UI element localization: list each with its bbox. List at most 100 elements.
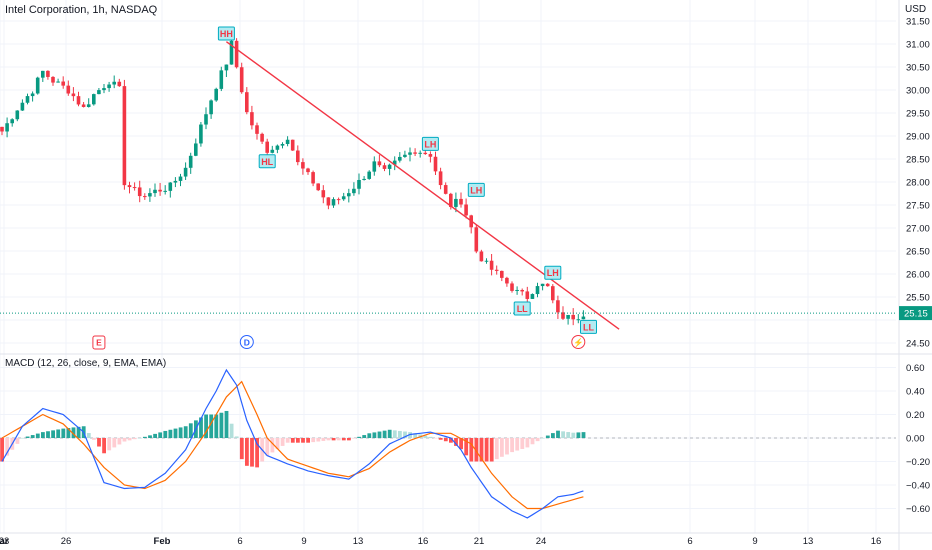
- candle-body: [336, 199, 341, 201]
- macd-histogram-bar: [469, 438, 474, 462]
- candle-body: [219, 70, 224, 89]
- macd-indicator-label[interactable]: MACD (12, 26, close, 9, EMA, EMA): [5, 358, 167, 369]
- candle-body: [153, 189, 157, 194]
- macd-histogram-bar: [66, 428, 71, 438]
- macd-axis-tick: −0.20: [906, 457, 930, 468]
- macd-histogram-bar: [112, 438, 117, 448]
- macd-histogram-bar: [311, 438, 316, 443]
- candle-body: [311, 172, 315, 184]
- macd-histogram-bar: [505, 438, 509, 455]
- candle-body: [25, 96, 30, 103]
- candle-body: [260, 133, 264, 142]
- macd-histogram-bar: [545, 435, 550, 438]
- pattern-label-box: [513, 301, 531, 316]
- candle-body: [92, 94, 96, 105]
- candle-body: [178, 176, 183, 181]
- candle-body: [464, 204, 468, 216]
- macd-histogram-bar: [540, 438, 545, 439]
- price-axis-tick: 27.00: [906, 224, 930, 235]
- macd-histogram-bar: [464, 438, 469, 456]
- candle-body: [500, 270, 504, 278]
- event-label: D: [244, 338, 250, 348]
- macd-histogram-bar: [234, 436, 239, 438]
- candle-body: [392, 160, 397, 165]
- candle-body: [535, 286, 540, 295]
- candle-body: [168, 182, 173, 191]
- candle-body: [321, 190, 326, 198]
- candle-body: [377, 161, 382, 166]
- macd-histogram-bar: [510, 438, 514, 453]
- macd-histogram-bar: [571, 432, 576, 438]
- candle-body: [382, 165, 387, 169]
- candle-body: [188, 155, 193, 168]
- candle-body: [372, 161, 377, 172]
- price-axis-tick: 30.00: [906, 86, 930, 97]
- macd-axis-tick: −0.40: [906, 481, 930, 492]
- candle-body: [163, 190, 167, 192]
- candle-body: [0, 126, 4, 132]
- candle-body: [290, 139, 295, 151]
- macd-histogram-bar: [484, 438, 489, 462]
- pattern-label: LH: [470, 185, 482, 195]
- trend-line: [225, 41, 620, 330]
- macd-axis-tick: 0.00: [906, 434, 925, 445]
- macd-histogram-bar: [581, 432, 586, 438]
- candle-body: [362, 178, 366, 180]
- candle-body: [20, 102, 25, 111]
- macd-histogram-bar: [500, 438, 504, 457]
- chart-title: Intel Corporation, 1h, NASDAQ: [5, 4, 158, 16]
- candle-body: [285, 139, 290, 144]
- macd-histogram-bar: [280, 438, 285, 446]
- macd-histogram-bar: [71, 427, 76, 438]
- candle-body: [347, 193, 351, 197]
- candle-body: [250, 112, 254, 126]
- macd-histogram-bar: [438, 438, 443, 440]
- pattern-label: LL: [517, 304, 528, 314]
- candle-body: [245, 92, 249, 113]
- macd-histogram-bar: [525, 438, 530, 448]
- macd-histogram-bar: [25, 436, 30, 438]
- candle-body: [15, 110, 20, 120]
- last-price-value: 25.15: [904, 309, 928, 320]
- candle-body: [423, 152, 428, 155]
- time-axis-tick: 6: [237, 536, 242, 547]
- macd-histogram-bar: [122, 438, 127, 442]
- candle-body: [280, 143, 285, 146]
- macd-histogram-bar: [35, 433, 40, 438]
- price-axis-tick: 31.00: [906, 40, 930, 51]
- macd-histogram-bar: [15, 438, 20, 444]
- macd-histogram-bar: [163, 430, 168, 438]
- price-axis-tick: 26.00: [906, 270, 930, 281]
- macd-axis-tick: 0.60: [906, 363, 925, 374]
- macd-histogram-bar: [51, 430, 55, 438]
- time-axis-tick: 9: [752, 536, 757, 547]
- candle-body: [122, 86, 127, 186]
- price-axis-tick: 28.00: [906, 178, 930, 189]
- candle-body: [520, 289, 524, 292]
- macd-axis-tick: 0.20: [906, 410, 925, 421]
- macd-histogram-bar: [250, 438, 254, 467]
- candle-body: [484, 260, 489, 262]
- candle-body: [454, 198, 458, 207]
- macd-histogram-bar: [132, 438, 137, 440]
- candle-body: [581, 316, 586, 320]
- time-axis-tick: Mar: [0, 536, 9, 547]
- candle-body: [357, 179, 361, 189]
- time-axis-tick: 26: [61, 536, 72, 547]
- macd-histogram-bar: [576, 432, 581, 438]
- candle-body: [306, 168, 310, 173]
- macd-histogram-bar: [158, 432, 163, 438]
- macd-axis-tick: 0.40: [906, 387, 925, 398]
- price-axis-tick: 31.50: [906, 17, 930, 28]
- price-axis-tick: 29.00: [906, 132, 930, 143]
- price-axis-tick: 25.50: [906, 293, 930, 304]
- macd-histogram-bar: [270, 438, 275, 453]
- candle-body: [224, 64, 229, 71]
- candle-body: [10, 119, 14, 124]
- candle-body: [479, 251, 484, 262]
- macd-histogram-bar: [459, 438, 463, 450]
- last-price-badge: [899, 306, 932, 321]
- candle-body: [403, 154, 407, 157]
- macd-histogram-bar: [97, 438, 101, 447]
